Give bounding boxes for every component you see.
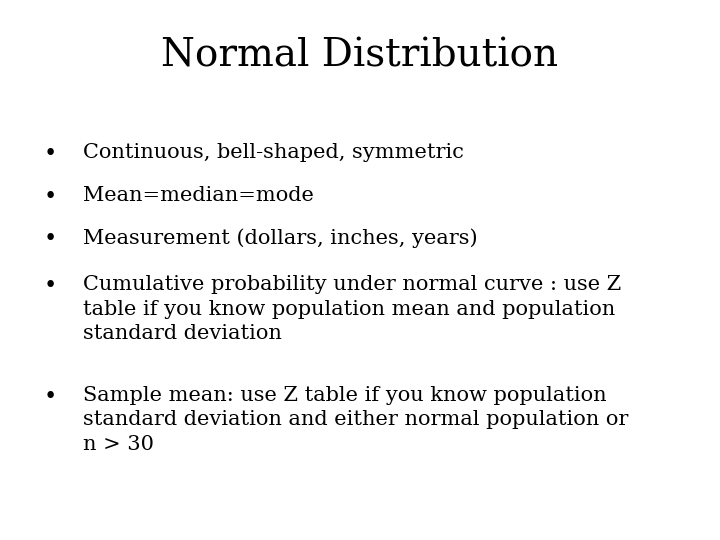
Text: •: • <box>44 186 57 208</box>
Text: Cumulative probability under normal curve : use Z
table if you know population m: Cumulative probability under normal curv… <box>83 275 621 343</box>
Text: •: • <box>44 143 57 165</box>
Text: Normal Distribution: Normal Distribution <box>161 38 559 75</box>
Text: Sample mean: use Z table if you know population
standard deviation and either no: Sample mean: use Z table if you know pop… <box>83 386 628 454</box>
Text: Continuous, bell-shaped, symmetric: Continuous, bell-shaped, symmetric <box>83 143 464 162</box>
Text: •: • <box>44 275 57 298</box>
Text: Measurement (dollars, inches, years): Measurement (dollars, inches, years) <box>83 228 477 247</box>
Text: •: • <box>44 228 57 250</box>
Text: •: • <box>44 386 57 408</box>
Text: Mean=median=mode: Mean=median=mode <box>83 186 314 205</box>
